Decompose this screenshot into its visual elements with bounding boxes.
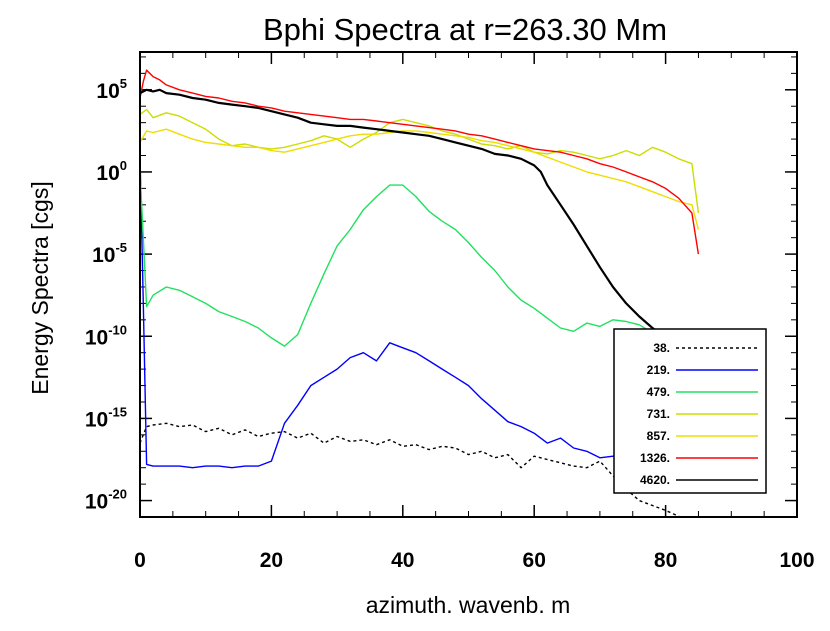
x-tick-label: 60 — [523, 549, 546, 572]
legend-box — [613, 328, 767, 494]
series-line-1326 — [140, 69, 700, 255]
series-line-4620 — [140, 88, 700, 370]
x-tick-label: 0 — [134, 549, 146, 572]
y-tick-label: 10-20 — [85, 487, 127, 514]
y-axis-label: Energy Spectra [cgs] — [27, 181, 53, 395]
chart-title: Bphi Spectra at r=263.30 Mm — [263, 12, 667, 47]
y-tick-label: 100 — [96, 158, 127, 185]
x-tick-label: 100 — [779, 549, 814, 572]
y-ticks: 105 100 10-5 10-10 10-15 10-20 — [85, 56, 797, 518]
series-line-857 — [140, 128, 700, 230]
series-lines — [140, 69, 700, 517]
x-axis-label: azimuth. wavenb. m — [366, 592, 571, 618]
plot-frame — [139, 51, 798, 518]
legend-label: 4620. — [640, 473, 670, 487]
legend-label: 1326. — [640, 451, 670, 465]
series-line-479 — [140, 171, 700, 493]
series-line-38 — [140, 422, 682, 517]
y-tick-label: 10-10 — [85, 322, 127, 349]
legend-label: 857. — [647, 429, 670, 443]
y-tick-label: 10-15 — [85, 404, 127, 431]
series-line-731 — [140, 108, 700, 214]
x-tick-label: 20 — [260, 549, 283, 572]
legend-label: 219. — [647, 363, 670, 377]
series-line-219 — [140, 155, 699, 475]
y-tick-label: 105 — [96, 76, 127, 103]
x-ticks: 0 20 40 60 80 100 — [134, 52, 815, 572]
legend-label: 479. — [647, 385, 670, 399]
y-tick-label: 10-5 — [92, 240, 127, 267]
x-tick-label: 40 — [391, 549, 414, 572]
x-tick-label: 80 — [654, 549, 677, 572]
legend-label: 731. — [647, 407, 670, 421]
legend-label: 38. — [653, 341, 670, 355]
legend: 38. 219. 479. 731. 857. 1326. 4620. — [613, 328, 767, 494]
